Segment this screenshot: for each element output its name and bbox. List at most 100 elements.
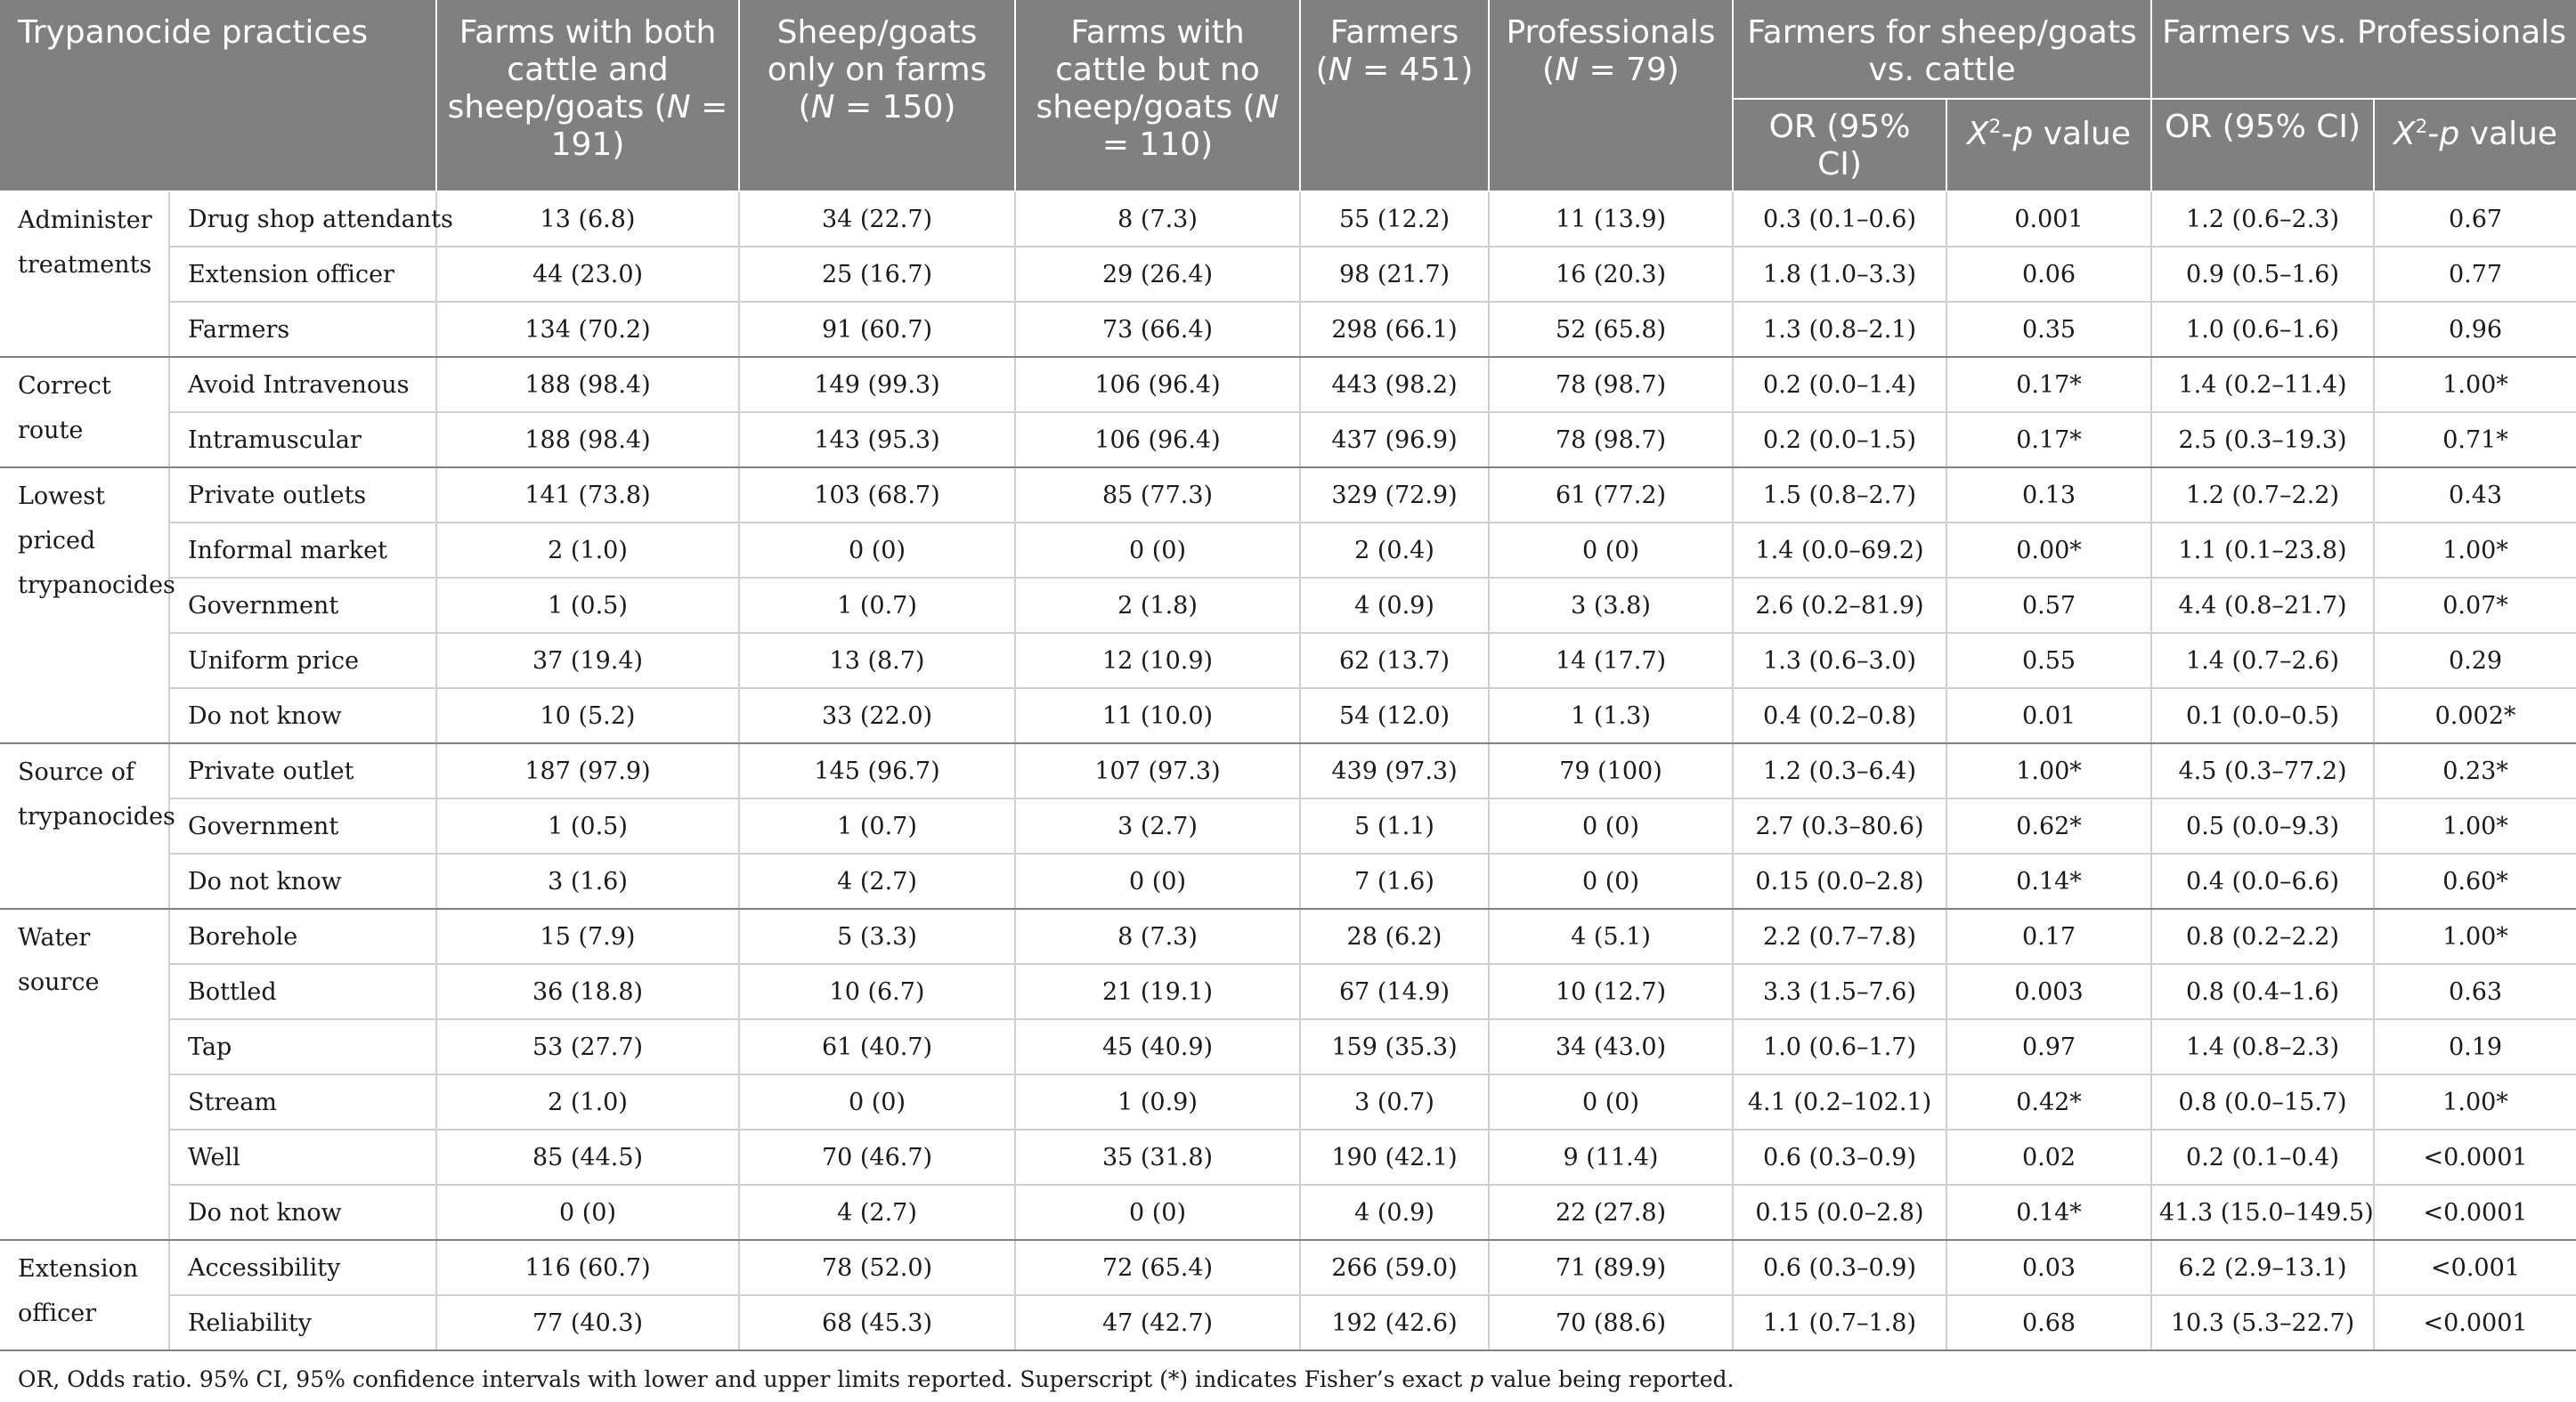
cell-sheep: 5 (3.3) bbox=[739, 909, 1016, 965]
cell-p2: <0.001 bbox=[2374, 1240, 2576, 1296]
cell-sheep: 149 (99.3) bbox=[739, 357, 1016, 413]
cell-p1: 0.13 bbox=[1946, 467, 2153, 523]
cell-prof: 79 (100) bbox=[1489, 743, 1734, 799]
table-row: Source of trypanocides Private outlet 187 … bbox=[0, 743, 2576, 910]
row-label: Do not know bbox=[169, 854, 437, 910]
row-label: Avoid Intravenous bbox=[169, 357, 437, 413]
cell-p2: 0.60* bbox=[2374, 854, 2576, 910]
cell-prof: 9 (11.4) bbox=[1489, 1130, 1734, 1186]
cell-p2: <0.0001 bbox=[2374, 1130, 2576, 1186]
group-label: Correct route bbox=[0, 357, 170, 468]
table-row: Correct route Avoid Intravenous 188 (98.4)… bbox=[0, 357, 2576, 468]
cell-or2: 0.1 (0.0–0.5) bbox=[2151, 688, 2376, 744]
cell-or2: 0.8 (0.0–15.7) bbox=[2151, 1074, 2376, 1131]
cell-p1: 0.003 bbox=[1946, 964, 2153, 1020]
cell-sheep: 1 (0.7) bbox=[739, 578, 1016, 634]
cell-farmers: 62 (13.7) bbox=[1300, 633, 1490, 689]
cell-or1: 1.3 (0.8–2.1) bbox=[1733, 302, 1947, 358]
cell-cattle: 85 (77.3) bbox=[1015, 467, 1301, 523]
table-row: Intramuscular 188 (98.4) 143 (95.3) 106 (96… bbox=[0, 412, 2576, 468]
cell-p1: 0.42* bbox=[1946, 1074, 2153, 1131]
cell-p1: 0.00* bbox=[1946, 523, 2153, 579]
cell-prof: 4 (5.1) bbox=[1489, 909, 1734, 965]
cell-sheep: 78 (52.0) bbox=[739, 1240, 1016, 1296]
cell-prof: 1 (1.3) bbox=[1489, 688, 1734, 744]
cell-both: 2 (1.0) bbox=[436, 523, 740, 579]
row-label: Drug shop attendants bbox=[169, 191, 453, 247]
cell-cattle: 72 (65.4) bbox=[1015, 1240, 1301, 1296]
cell-or1: 0.15 (0.0–2.8) bbox=[1733, 1185, 1947, 1241]
header-sheep: Sheep/goats only on farms (N = 150) bbox=[739, 0, 1016, 192]
header-farmers-vs-professionals: Farmers vs. Professionals bbox=[2151, 0, 2576, 100]
cell-both: 3 (1.6) bbox=[436, 854, 740, 910]
row-label: Reliability bbox=[169, 1295, 437, 1351]
table-row: Tap 53 (27.7) 61 (40.7) 45 (40.9) 159 (35.3)… bbox=[0, 1019, 2576, 1075]
cell-farmers: 439 (97.3) bbox=[1300, 743, 1490, 799]
row-label: Informal market bbox=[169, 523, 437, 579]
row-label: Tap bbox=[169, 1019, 437, 1075]
cell-or1: 0.4 (0.2–0.8) bbox=[1733, 688, 1947, 744]
table-row: Do not know 3 (1.6) 4 (2.7) 0 (0) 7 (1.6) 0 (… bbox=[0, 854, 2576, 910]
cell-prof: 0 (0) bbox=[1489, 798, 1734, 855]
header-practice: Trypanocide practices bbox=[0, 0, 437, 192]
cell-farmers: 2 (0.4) bbox=[1300, 523, 1490, 579]
header-both: Farms with both cattle and sheep/goats (… bbox=[436, 0, 740, 192]
cell-or2: 10.3 (5.3–22.7) bbox=[2151, 1295, 2376, 1351]
cell-both: 188 (98.4) bbox=[436, 357, 740, 413]
cell-p2: 0.43 bbox=[2374, 467, 2576, 523]
header-x2-p-1: X2-p value bbox=[1946, 99, 2153, 192]
cell-p2: 1.00* bbox=[2374, 909, 2576, 965]
row-label: Accessibility bbox=[169, 1240, 437, 1296]
cell-p1: 0.03 bbox=[1946, 1240, 2153, 1296]
cell-cattle: 8 (7.3) bbox=[1015, 191, 1301, 247]
header-or-ci-2: OR (95% CI) bbox=[2151, 99, 2376, 192]
cell-or2: 0.8 (0.4–1.6) bbox=[2151, 964, 2376, 1020]
cell-farmers: 54 (12.0) bbox=[1300, 688, 1490, 744]
cell-farmers: 437 (96.9) bbox=[1300, 412, 1490, 468]
cell-p2: 0.19 bbox=[2374, 1019, 2576, 1075]
row-label: Government bbox=[169, 578, 437, 634]
cell-or1: 2.6 (0.2–81.9) bbox=[1733, 578, 1947, 634]
cell-both: 10 (5.2) bbox=[436, 688, 740, 744]
row-label: Private outlets bbox=[169, 467, 437, 523]
cell-sheep: 0 (0) bbox=[739, 1074, 1016, 1131]
cell-cattle: 2 (1.8) bbox=[1015, 578, 1301, 634]
cell-or1: 1.0 (0.6–1.7) bbox=[1733, 1019, 1947, 1075]
cell-sheep: 10 (6.7) bbox=[739, 964, 1016, 1020]
cell-p2: 1.00* bbox=[2374, 1074, 2576, 1131]
row-label: Bottled bbox=[169, 964, 437, 1020]
cell-or2: 4.4 (0.8–21.7) bbox=[2151, 578, 2376, 634]
cell-farmers: 190 (42.1) bbox=[1300, 1130, 1490, 1186]
cell-farmers: 298 (66.1) bbox=[1300, 302, 1490, 358]
row-label: Private outlet bbox=[169, 743, 437, 799]
cell-farmers: 98 (21.7) bbox=[1300, 247, 1490, 303]
cell-cattle: 0 (0) bbox=[1015, 854, 1301, 910]
table-footnote: OR, Odds ratio. 95% CI, 95% confidence i… bbox=[18, 1366, 1735, 1392]
cell-p1: 1.00* bbox=[1946, 743, 2153, 799]
cell-prof: 70 (88.6) bbox=[1489, 1295, 1734, 1351]
cell-farmers: 28 (6.2) bbox=[1300, 909, 1490, 965]
cell-both: 77 (40.3) bbox=[436, 1295, 740, 1351]
cell-sheep: 1 (0.7) bbox=[739, 798, 1016, 855]
cell-sheep: 70 (46.7) bbox=[739, 1130, 1016, 1186]
cell-p2: <0.0001 bbox=[2374, 1295, 2576, 1351]
cell-prof: 3 (3.8) bbox=[1489, 578, 1734, 634]
cell-sheep: 145 (96.7) bbox=[739, 743, 1016, 799]
cell-or1: 1.2 (0.3–6.4) bbox=[1733, 743, 1947, 799]
cell-cattle: 0 (0) bbox=[1015, 523, 1301, 579]
table-row: Extension officer 44 (23.0) 25 (16.7) 29 (2… bbox=[0, 247, 2576, 303]
cell-or2: 0.2 (0.1–0.4) bbox=[2151, 1130, 2376, 1186]
cell-cattle: 0 (0) bbox=[1015, 1185, 1301, 1241]
cell-or2: 1.2 (0.7–2.2) bbox=[2151, 467, 2376, 523]
cell-cattle: 21 (19.1) bbox=[1015, 964, 1301, 1020]
cell-both: 36 (18.8) bbox=[436, 964, 740, 1020]
cell-prof: 16 (20.3) bbox=[1489, 247, 1734, 303]
cell-cattle: 47 (42.7) bbox=[1015, 1295, 1301, 1351]
cell-or1: 1.4 (0.0–69.2) bbox=[1733, 523, 1947, 579]
table-row: Extension officer Accessibility 116 (60.7)… bbox=[0, 1240, 2576, 1351]
cell-or2: 6.2 (2.9–13.1) bbox=[2151, 1240, 2376, 1296]
cell-both: 13 (6.8) bbox=[436, 191, 740, 247]
cell-or1: 0.3 (0.1–0.6) bbox=[1733, 191, 1947, 247]
group-label: Lowest priced trypanocides bbox=[0, 467, 175, 744]
cell-or2: 1.2 (0.6–2.3) bbox=[2151, 191, 2376, 247]
